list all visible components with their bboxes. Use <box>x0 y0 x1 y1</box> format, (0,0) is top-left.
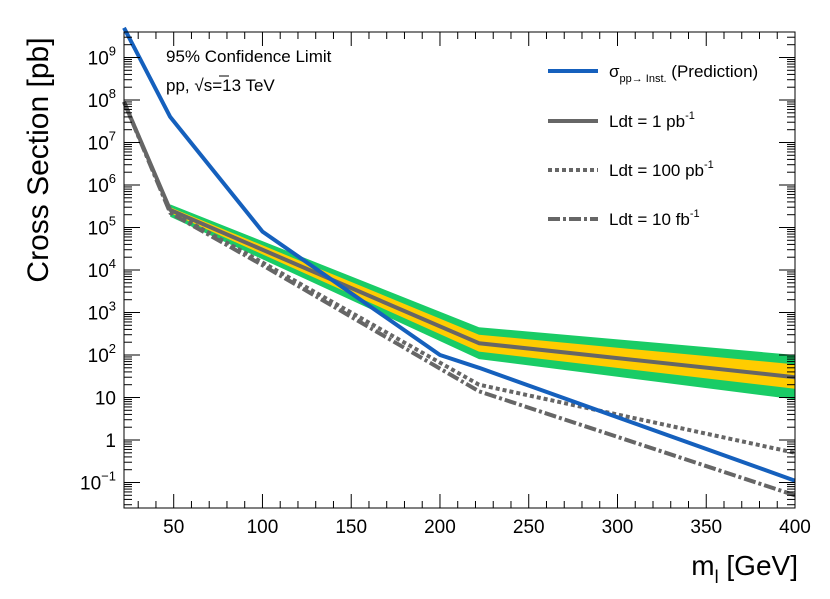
x-tick-label: 350 <box>690 517 722 538</box>
y-tick-label: 105 <box>88 214 116 240</box>
series-line-3 <box>122 101 796 498</box>
x-tick-label: 250 <box>513 517 545 538</box>
plot-frame <box>123 31 796 509</box>
y-tick-label: 10−1 <box>80 469 116 495</box>
legend-label-1pb: Ldt = 1 pb-1 <box>609 110 695 131</box>
series-lines <box>122 26 796 498</box>
legend-label-10fb: Ldt = 10 fb-1 <box>609 208 700 229</box>
x-tick-label: 400 <box>779 517 811 538</box>
x-tick-label: 50 <box>163 517 184 538</box>
x-axis-title: ml [GeV] <box>691 550 798 587</box>
y-tick-label: 108 <box>88 86 116 112</box>
x-tick-label: 200 <box>424 517 456 538</box>
y-tick-label: 107 <box>88 129 116 155</box>
y-axis-title: Cross Section [pb] <box>22 37 55 282</box>
legend-label-100pb: Ldt = 100 pb-1 <box>609 159 714 180</box>
annotation-confidence: 95% Confidence Limit <box>166 47 332 66</box>
y-tick-label: 102 <box>88 341 116 367</box>
legend: σpp→ Inst. (Prediction) Ldt = 1 pb-1 Ldt… <box>548 62 758 229</box>
y-tick-label: 1 <box>105 431 116 452</box>
y-tick-label: 104 <box>88 256 116 282</box>
y-tick-label: 109 <box>88 44 116 70</box>
legend-label-prediction: σpp→ Inst. (Prediction) <box>609 62 758 85</box>
y-tick-label: 10 <box>95 389 116 410</box>
x-tick-label: 100 <box>247 517 279 538</box>
series-line-2 <box>122 101 796 455</box>
series-line-0 <box>122 26 796 483</box>
y-tick-label: 103 <box>88 299 116 325</box>
x-tick-label: 150 <box>335 517 367 538</box>
x-tick-label: 300 <box>602 517 634 538</box>
y-tick-label: 106 <box>88 171 116 197</box>
x-axis: 50 100 150 200 250 300 350 400 <box>137 32 811 538</box>
annotation-energy: pp, √s=13 TeV <box>166 76 275 95</box>
